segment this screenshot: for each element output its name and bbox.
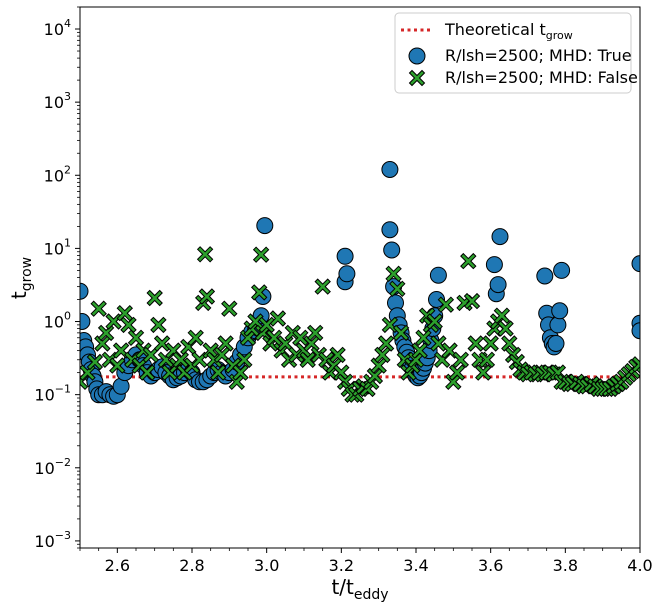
point-mhd-false-150 (631, 356, 640, 373)
point-mhd-false-80 (370, 357, 387, 374)
point-mhd-false-86 (392, 324, 410, 342)
point-mhd-false-33 (198, 288, 216, 305)
point-mhd-false-61 (299, 351, 316, 369)
legend: Theoretical tgrow R/lsh=2500; MHD: True … (394, 12, 638, 94)
point-mhd-false-92 (415, 329, 432, 347)
y-tick-label: 102 (44, 163, 71, 185)
point-mhd-true-59 (336, 247, 354, 265)
point-mhd-false-16 (138, 364, 156, 381)
x-axis-label: t/teddy (331, 575, 388, 603)
series-layer (80, 161, 640, 405)
point-mhd-true-56 (256, 217, 274, 235)
point-mhd-true-99 (549, 316, 567, 334)
point-mhd-false-113 (493, 307, 511, 324)
point-mhd-false-104 (460, 252, 477, 270)
point-mhd-false-43 (236, 351, 253, 369)
point-mhd-true-62 (383, 241, 401, 259)
point-mhd-false-102 (452, 351, 470, 369)
x-tick-label: 2.8 (179, 556, 204, 575)
point-mhd-false-63 (306, 324, 324, 342)
legend-label-reference: Theoretical tgrow (444, 20, 573, 42)
point-mhd-false-110 (482, 335, 499, 352)
point-mhd-false-2 (86, 353, 104, 371)
y-tick-label: 10−3 (34, 529, 71, 551)
point-mhd-true-98 (547, 335, 565, 352)
point-mhd-true-102 (631, 255, 640, 273)
point-mhd-false-108 (474, 364, 492, 381)
point-mhd-false-105 (463, 292, 481, 310)
x-tick-label: 3.8 (553, 556, 578, 575)
legend-label-series-2: R/lsh=2500; MHD: False (445, 68, 638, 87)
y-axis: 10−3 10−2 10−1 100 101 102 103 104 (34, 6, 80, 551)
x-tick-label: 3.6 (478, 556, 503, 575)
point-mhd-true-90 (489, 276, 507, 294)
point-mhd-false-32 (196, 246, 214, 263)
y-tick-label: 10−2 (34, 456, 71, 478)
point-mhd-false-62 (303, 335, 320, 352)
point-mhd-false-95 (426, 313, 443, 330)
y-tick-label: 100 (44, 310, 71, 332)
point-mhd-true-61 (381, 221, 399, 239)
point-mhd-true-60 (381, 161, 399, 178)
point-mhd-false-69 (329, 346, 346, 364)
y-tick-label: 10−1 (34, 383, 71, 405)
point-mhd-false-36 (209, 364, 227, 381)
point-mhd-true-91 (491, 228, 509, 246)
point-mhd-false-3 (90, 300, 107, 317)
point-mhd-false-13 (127, 329, 145, 347)
point-mhd-false-85 (389, 280, 406, 298)
point-mhd-false-79 (366, 367, 384, 385)
point-mhd-true-0 (80, 282, 89, 300)
point-mhd-false-18 (146, 289, 163, 307)
point-mhd-false-42 (232, 364, 249, 381)
point-mhd-false-17 (142, 346, 160, 364)
point-mhd-false-4 (94, 335, 111, 352)
point-mhd-false-19 (150, 316, 167, 334)
point-mhd-false-47 (250, 284, 268, 301)
x-tick-label: 4.0 (627, 556, 652, 575)
point-mhd-false-84 (385, 265, 402, 283)
point-mhd-false-98 (437, 296, 455, 313)
legend-circle-swatch (408, 47, 426, 65)
point-mhd-true-101 (553, 261, 571, 279)
y-tick-label: 104 (44, 17, 71, 39)
point-mhd-false-29 (187, 329, 204, 347)
point-mhd-true-88 (485, 256, 503, 274)
point-mhd-false-82 (377, 335, 395, 352)
point-mhd-false-53 (269, 310, 287, 327)
point-mhd-true-100 (551, 302, 569, 320)
x-tick-label: 3.2 (329, 556, 354, 575)
point-mhd-false-114 (497, 320, 514, 337)
y-tick-label: 101 (44, 236, 71, 258)
point-mhd-false-109 (478, 351, 496, 369)
point-mhd-false-8 (109, 357, 126, 374)
point-mhd-false-38 (217, 335, 234, 352)
point-mhd-true-87 (429, 266, 447, 284)
point-mhd-true-86 (428, 291, 445, 308)
point-mhd-false-50 (258, 316, 275, 334)
legend-box (394, 12, 632, 94)
point-mhd-false-91 (411, 342, 428, 359)
point-mhd-false-11 (120, 316, 137, 334)
point-mhd-false-81 (374, 346, 391, 364)
point-mhd-true-58 (338, 265, 356, 283)
x-axis: 2.6 2.8 3.0 3.2 3.4 3.6 3.8 4.0 (79, 548, 653, 575)
point-mhd-false-39 (221, 300, 238, 317)
x-tick-label: 2.6 (105, 556, 130, 575)
point-mhd-false-65 (314, 278, 331, 295)
point-mhd-false-48 (252, 246, 270, 263)
y-axis-label: tgrow (7, 257, 35, 299)
point-mhd-true-92 (536, 267, 554, 285)
y-tick-label: 103 (44, 90, 71, 112)
point-mhd-false-5 (97, 324, 115, 342)
legend-x-swatch (408, 69, 426, 87)
legend-label-series-1: R/lsh=2500; MHD: True (445, 46, 632, 65)
point-mhd-true-1 (80, 313, 91, 330)
point-mhd-true-104 (631, 322, 640, 340)
x-tick-label: 3.4 (403, 556, 428, 575)
x-tick-label: 3.0 (254, 556, 279, 575)
point-mhd-false-101 (448, 364, 466, 381)
